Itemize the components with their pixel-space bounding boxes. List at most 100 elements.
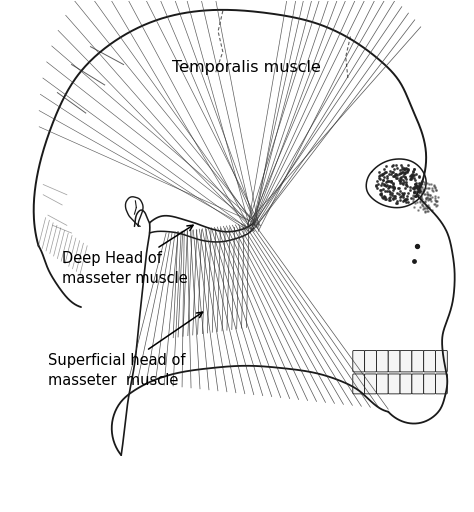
Point — [389, 161, 397, 169]
Point — [403, 165, 410, 173]
Point — [410, 187, 418, 196]
Point — [404, 166, 412, 174]
Point — [392, 161, 400, 169]
Point — [418, 201, 426, 209]
Point — [412, 169, 419, 178]
Text: Temporalis muscle: Temporalis muscle — [172, 59, 321, 75]
Point — [424, 196, 432, 204]
Point — [400, 172, 407, 180]
Point — [432, 197, 439, 205]
Point — [386, 188, 394, 196]
Point — [411, 180, 419, 188]
Point — [394, 184, 401, 193]
FancyBboxPatch shape — [388, 374, 400, 394]
Point — [414, 184, 421, 192]
Point — [397, 192, 405, 200]
Point — [396, 177, 404, 185]
Point — [396, 166, 403, 174]
Point — [401, 173, 409, 181]
Point — [398, 167, 406, 176]
Point — [404, 198, 411, 206]
Point — [396, 187, 403, 196]
Point — [424, 184, 432, 192]
Point — [422, 184, 429, 192]
Point — [380, 193, 387, 201]
Point — [380, 191, 388, 200]
Point — [396, 193, 403, 201]
Point — [401, 184, 409, 192]
Point — [396, 179, 404, 187]
Point — [411, 183, 419, 191]
Point — [380, 181, 388, 189]
Point — [383, 187, 391, 196]
Point — [383, 173, 391, 181]
Point — [421, 198, 428, 206]
Point — [401, 167, 409, 176]
Point — [401, 196, 409, 204]
Point — [377, 191, 384, 199]
Point — [412, 199, 419, 207]
Point — [408, 170, 416, 179]
Point — [393, 188, 401, 197]
Point — [425, 207, 432, 215]
Point — [379, 169, 387, 178]
Point — [429, 187, 437, 195]
Point — [419, 186, 427, 195]
Point — [401, 165, 409, 174]
Point — [393, 174, 401, 182]
Point — [400, 176, 407, 184]
Point — [390, 179, 397, 187]
Point — [422, 194, 430, 202]
Point — [379, 176, 387, 184]
Point — [382, 168, 390, 176]
Point — [380, 194, 387, 202]
Point — [397, 173, 405, 181]
Point — [399, 189, 406, 198]
Point — [395, 190, 403, 198]
Point — [416, 182, 423, 190]
Point — [427, 180, 435, 188]
Point — [416, 188, 423, 196]
Point — [392, 170, 399, 178]
Point — [385, 194, 393, 202]
Point — [380, 165, 387, 173]
Point — [386, 187, 393, 196]
Point — [409, 167, 416, 176]
Point — [406, 172, 413, 180]
Point — [433, 197, 440, 205]
Point — [419, 202, 427, 210]
Point — [433, 201, 441, 209]
Point — [424, 201, 432, 209]
Point — [385, 169, 393, 178]
Point — [374, 177, 381, 185]
Point — [422, 202, 430, 210]
Point — [383, 177, 391, 185]
Point — [402, 175, 410, 183]
Point — [408, 184, 416, 192]
Point — [427, 190, 434, 199]
Point — [424, 204, 431, 212]
Point — [404, 188, 411, 197]
Point — [413, 242, 420, 250]
Point — [414, 182, 421, 190]
Point — [381, 195, 389, 203]
Point — [398, 175, 405, 183]
Point — [419, 184, 427, 193]
FancyBboxPatch shape — [365, 350, 376, 372]
Point — [385, 183, 393, 191]
Point — [411, 188, 419, 197]
Point — [408, 194, 415, 202]
Point — [430, 200, 438, 208]
Point — [416, 187, 424, 196]
Point — [418, 187, 425, 196]
Point — [421, 197, 429, 205]
Point — [378, 179, 385, 187]
Point — [427, 195, 434, 203]
Point — [375, 172, 383, 180]
Point — [374, 180, 382, 188]
FancyBboxPatch shape — [400, 350, 412, 372]
Point — [373, 181, 380, 189]
Point — [376, 186, 383, 195]
Point — [417, 178, 424, 186]
Point — [393, 199, 401, 207]
